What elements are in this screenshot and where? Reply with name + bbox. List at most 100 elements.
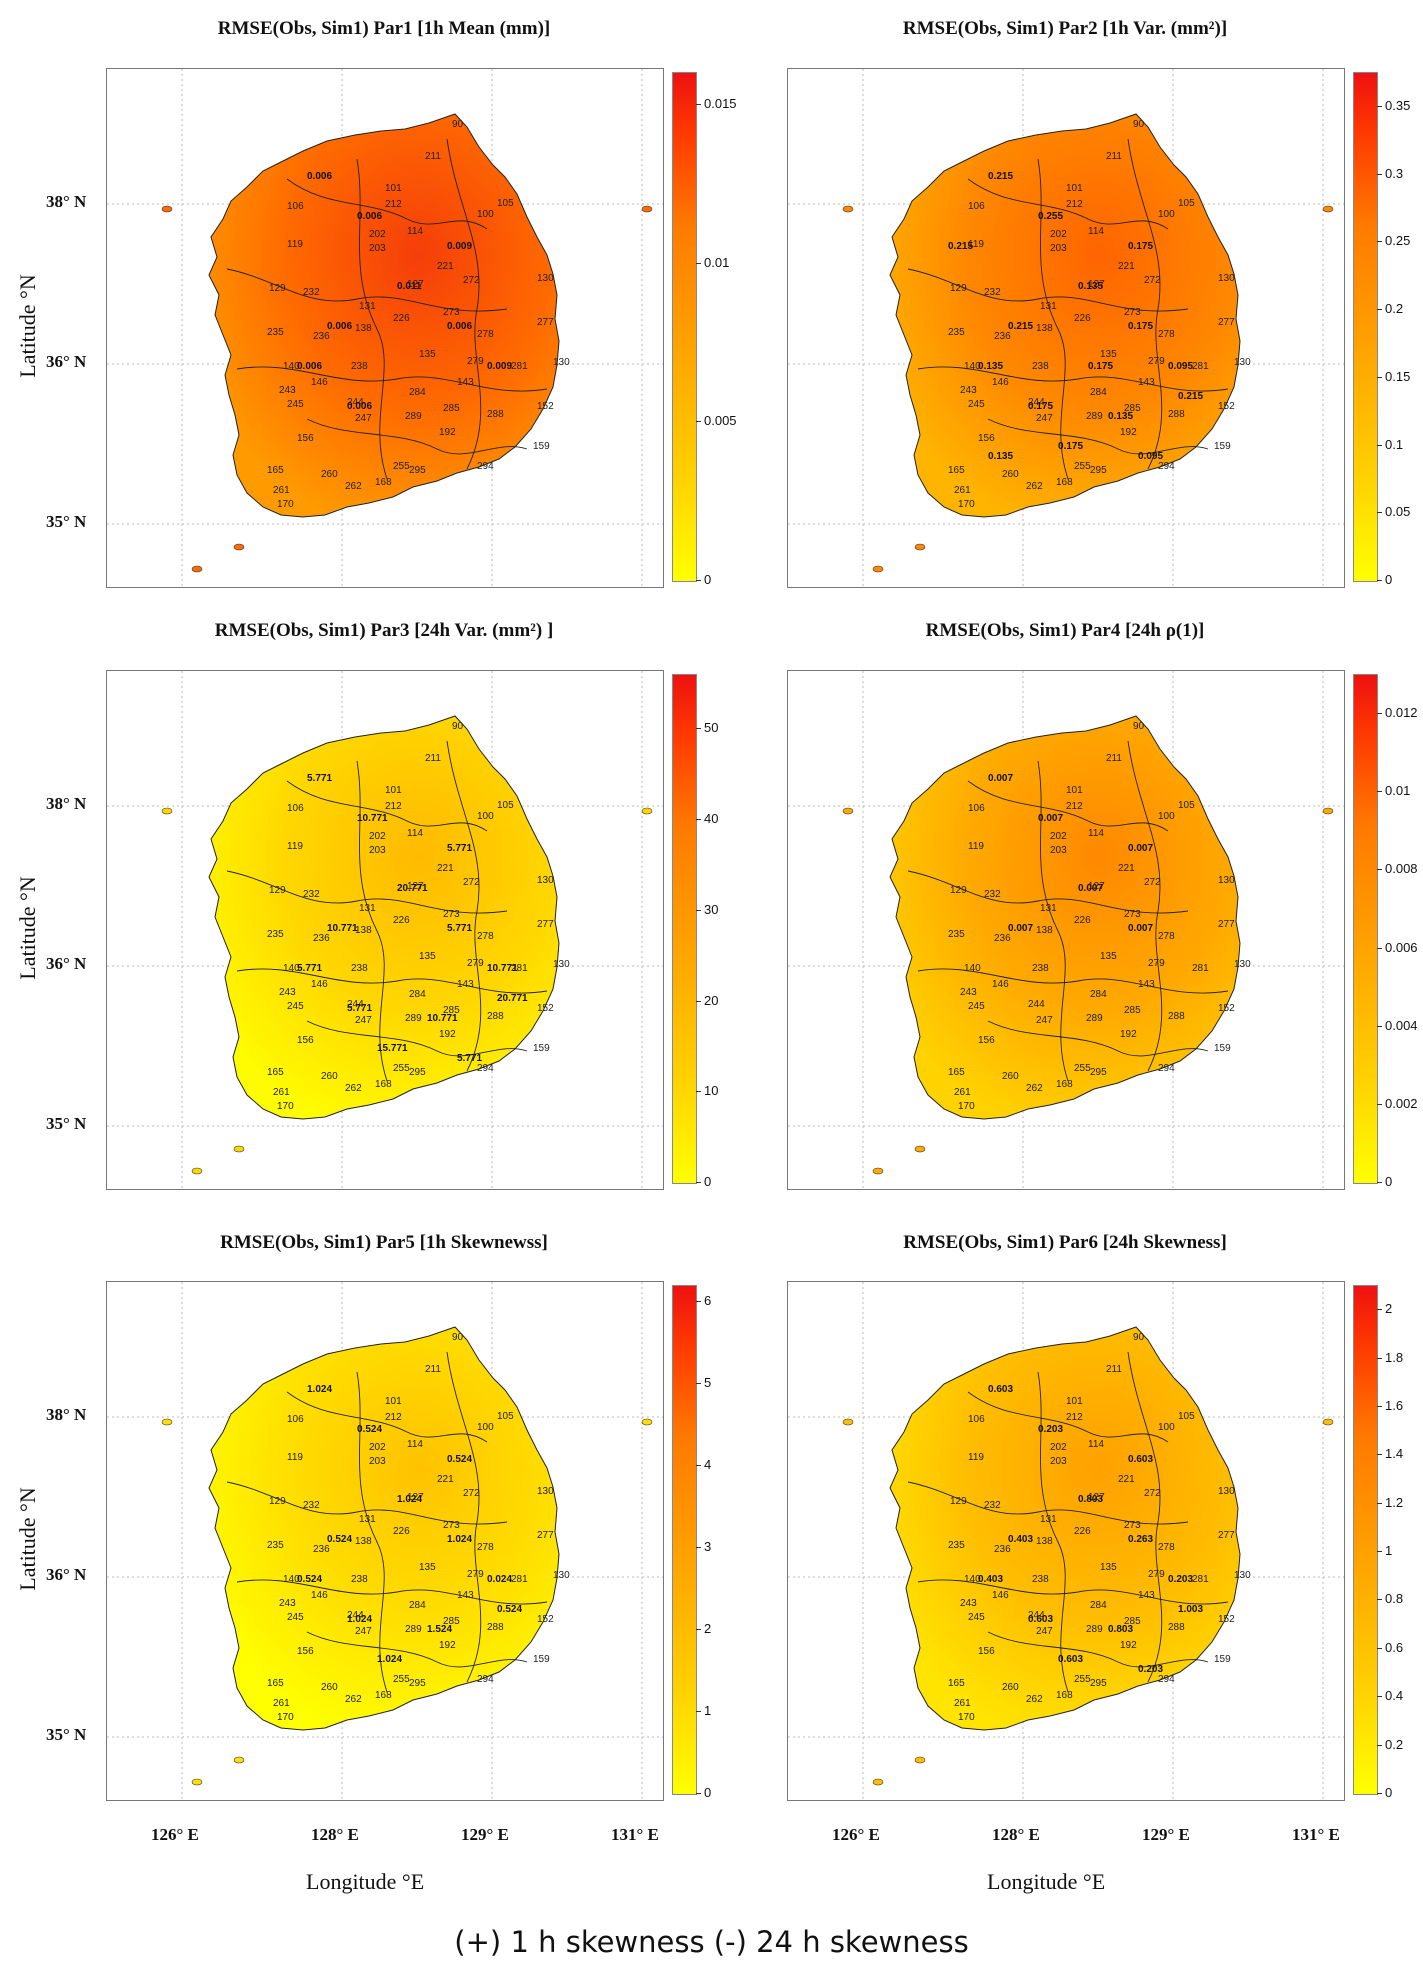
station-label: 289 (1086, 1624, 1103, 1635)
station-label: 236 (313, 1544, 330, 1555)
colorbar-tick-mark (696, 1793, 701, 1794)
station-label: 281 (1192, 361, 1209, 372)
station-label: 247 (355, 413, 372, 424)
contour-line (356, 760, 388, 1082)
station-label: 159 (533, 1654, 550, 1665)
island (233, 1756, 245, 1764)
station-label: 192 (1120, 1640, 1137, 1651)
station-label: 245 (968, 1612, 985, 1623)
island (914, 1756, 926, 1764)
island (914, 1145, 926, 1153)
colorbar-5 (672, 1285, 697, 1795)
station-label: 168 (375, 477, 392, 488)
colorbar-tick-label: 0.01 (704, 254, 730, 270)
colorbar-1 (672, 72, 697, 582)
station-label: 289 (405, 1013, 422, 1024)
contour-value-label: 0.603 (1028, 1614, 1053, 1625)
station-label: 212 (385, 801, 402, 812)
korea-map-fill (889, 113, 1241, 518)
station-label: 135 (419, 951, 436, 962)
colorbar-tick-label: 2 (704, 1621, 712, 1637)
station-label: 232 (984, 287, 1001, 298)
station-label: 159 (533, 1043, 550, 1054)
island (191, 1778, 203, 1786)
station-label: 211 (425, 151, 441, 162)
contour-value-label: 0.095 (1138, 451, 1163, 462)
station-label: 106 (287, 803, 304, 814)
station-label: 168 (375, 1079, 392, 1090)
station-label: 245 (287, 399, 304, 410)
station-label: 221 (1118, 1474, 1135, 1485)
station-label: 295 (409, 465, 426, 476)
korea-map-fill (889, 715, 1241, 1120)
contour-line (967, 1391, 1169, 1443)
station-label: 170 (277, 1101, 294, 1112)
contour-line (226, 870, 508, 914)
contour-value-label: 0.006 (447, 321, 472, 332)
station-label: 100 (477, 209, 494, 220)
contour-line (987, 1631, 1209, 1668)
station-label: 138 (1036, 1536, 1053, 1547)
korea-map-fill (208, 1326, 560, 1731)
station-label: 245 (968, 399, 985, 410)
station-label: 260 (321, 1071, 338, 1082)
island (872, 1167, 884, 1175)
colorbar-tick-label: 0.3 (1385, 165, 1404, 181)
lat-tick-label: 36° N (46, 1565, 87, 1584)
station-label: 211 (1106, 1364, 1122, 1375)
station-label: 277 (1218, 919, 1235, 930)
station-label: 127 (407, 1492, 424, 1503)
y-axis-title: Latitude °N (15, 1487, 40, 1591)
station-label: 143 (457, 377, 474, 388)
station-label: 211 (425, 753, 441, 764)
contour-line (236, 366, 548, 392)
station-label: 100 (477, 811, 494, 822)
station-label: 106 (287, 1414, 304, 1425)
station-label: 281 (1192, 1574, 1209, 1585)
island (641, 807, 653, 815)
station-label: 255 (1074, 461, 1091, 472)
station-label: 244 (347, 397, 364, 408)
station-label: 170 (958, 1712, 975, 1723)
colorbar-tick-label: 0.4 (1385, 1688, 1404, 1704)
station-label: 156 (978, 1646, 995, 1657)
station-label: 295 (1090, 1678, 1107, 1689)
colorbar-tick-label: 0.1 (1385, 436, 1404, 452)
panel-title-3: RMSE(Obs, Sim1) Par3 [24h Var. (mm²) ] (214, 620, 554, 641)
lon-tick-label: 131° E (611, 1825, 659, 1844)
island (233, 1145, 245, 1153)
colorbar-tick-mark (1377, 241, 1382, 243)
station-label: 105 (497, 800, 514, 811)
contour-line (286, 1391, 488, 1443)
station-label: 143 (457, 979, 474, 990)
contour-line (1037, 1371, 1069, 1693)
contour-value-label: 0.007 (1128, 843, 1153, 854)
station-label: 119 (287, 1452, 303, 1463)
colorbar-tick-mark (696, 819, 701, 821)
contour-line (1127, 138, 1163, 470)
contour-line (907, 1481, 1189, 1525)
station-label: 245 (287, 1001, 304, 1012)
contour-line (306, 418, 528, 455)
station-label: 277 (1218, 1530, 1235, 1541)
station-label: 114 (1088, 828, 1104, 839)
station-label: 295 (409, 1067, 426, 1078)
station-label: 114 (407, 226, 423, 237)
station-label: 244 (347, 1610, 364, 1621)
colorbar-tick-mark (1377, 1025, 1382, 1027)
contour-value-label: 5.771 (307, 773, 332, 784)
colorbar-tick-label: 1.6 (1385, 1397, 1404, 1413)
lat-tick-label: 38° N (46, 192, 87, 211)
station-label: 226 (393, 313, 410, 324)
contour-value-label: 0.135 (1078, 281, 1103, 292)
station-label: 101 (385, 785, 402, 796)
colorbar-tick-mark (1377, 105, 1382, 107)
station-label: 165 (267, 465, 284, 476)
island (641, 205, 653, 213)
station-label: 243 (279, 987, 296, 998)
lat-tick-label: 35° N (46, 1725, 87, 1744)
station-label: 281 (511, 1574, 528, 1585)
colorbar-tick-label: 40 (704, 811, 719, 827)
station-label: 156 (297, 433, 314, 444)
colorbar-tick-label: 0.2 (1385, 301, 1404, 317)
